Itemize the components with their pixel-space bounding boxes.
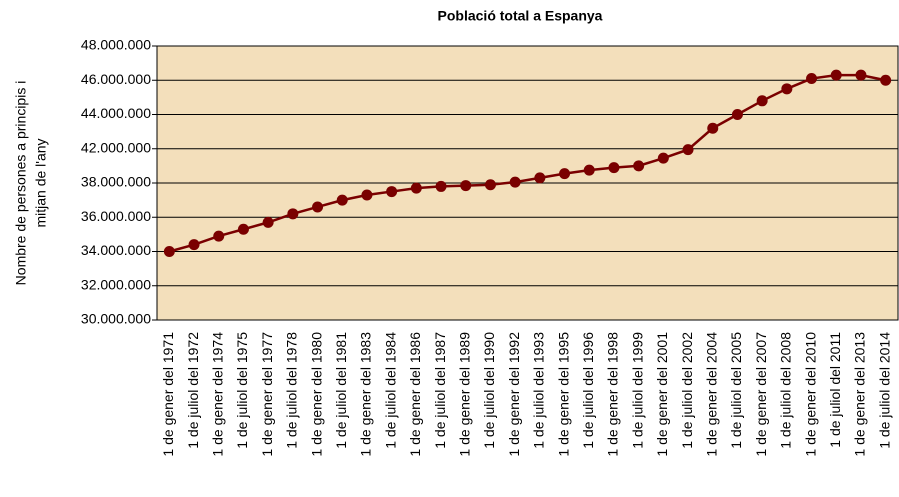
y-tick-label: 32.000.000 bbox=[81, 276, 151, 292]
marker bbox=[361, 189, 373, 201]
y-tick-label: 34.000.000 bbox=[81, 242, 151, 258]
x-tick-label: 1 de gener del 1989 bbox=[456, 332, 472, 457]
marker bbox=[657, 152, 669, 164]
marker bbox=[163, 246, 175, 257]
x-tick-label: 1 de juliol del 1993 bbox=[531, 332, 547, 449]
x-tick-label: 1 de gener del 1983 bbox=[358, 332, 374, 457]
marker bbox=[484, 179, 496, 191]
marker bbox=[608, 162, 620, 174]
marker bbox=[682, 144, 694, 156]
x-tick-label: 1 de gener del 1977 bbox=[259, 332, 275, 457]
x-tick-label: 1 de juliol del 1978 bbox=[284, 332, 300, 449]
x-tick-label: 1 de juliol del 2002 bbox=[679, 332, 695, 449]
y-axis-title: mitjan de l'any bbox=[33, 138, 49, 227]
marker bbox=[583, 164, 595, 176]
x-tick-label: 1 de gener del 1980 bbox=[308, 332, 324, 457]
marker bbox=[781, 83, 793, 95]
marker bbox=[213, 230, 225, 242]
x-tick-label: 1 de gener del 1995 bbox=[555, 332, 571, 457]
x-tick-label: 1 de juliol del 1981 bbox=[333, 332, 349, 449]
x-tick-label: 1 de gener del 1986 bbox=[407, 332, 423, 457]
marker bbox=[756, 95, 768, 107]
x-tick-label: 1 de juliol del 2005 bbox=[728, 332, 744, 449]
x-tick-label: 1 de juliol del 1996 bbox=[580, 332, 596, 449]
x-tick-label: 1 de juliol del 2008 bbox=[778, 332, 794, 449]
x-tick-label: 1 de gener del 1998 bbox=[605, 332, 621, 457]
x-tick-label: 1 de gener del 2013 bbox=[852, 332, 868, 457]
marker bbox=[707, 122, 719, 134]
x-tick-label: 1 de gener del 2001 bbox=[654, 332, 670, 457]
chart-title: Població total a Espanya bbox=[438, 8, 603, 24]
marker bbox=[287, 208, 299, 220]
y-tick-label: 46.000.000 bbox=[81, 71, 151, 87]
marker bbox=[731, 109, 743, 120]
x-tick-label: 1 de gener del 1974 bbox=[209, 332, 225, 457]
x-tick-label: 1 de juliol del 2014 bbox=[876, 332, 892, 449]
marker bbox=[336, 194, 348, 206]
marker bbox=[534, 172, 546, 184]
marker bbox=[806, 73, 818, 85]
marker bbox=[559, 168, 571, 180]
marker bbox=[633, 160, 645, 172]
marker bbox=[880, 74, 892, 86]
marker bbox=[386, 186, 398, 198]
x-tick-label: 1 de juliol del 1987 bbox=[432, 332, 448, 449]
y-tick-label: 48.000.000 bbox=[81, 37, 151, 53]
marker bbox=[435, 180, 447, 192]
x-tick-label: 1 de gener del 1992 bbox=[506, 332, 522, 457]
x-tick-label: 1 de juliol del 1972 bbox=[185, 332, 201, 449]
y-tick-label: 30.000.000 bbox=[81, 311, 151, 327]
marker bbox=[237, 223, 249, 235]
x-tick-label: 1 de gener del 2004 bbox=[703, 332, 719, 457]
x-tick-label: 1 de juliol del 1984 bbox=[382, 332, 398, 449]
x-tick-label: 1 de juliol del 1999 bbox=[629, 332, 645, 449]
marker bbox=[188, 239, 200, 251]
x-tick-label: 1 de juliol del 1975 bbox=[234, 332, 250, 449]
marker bbox=[262, 216, 274, 228]
marker bbox=[509, 176, 521, 188]
x-tick-label: 1 de gener del 1971 bbox=[160, 332, 176, 457]
marker bbox=[312, 201, 324, 213]
x-tick-label: 1 de juliol del 1990 bbox=[481, 332, 497, 449]
x-tick-label: 1 de gener del 2010 bbox=[802, 332, 818, 457]
y-tick-label: 42.000.000 bbox=[81, 139, 151, 155]
y-tick-label: 36.000.000 bbox=[81, 208, 151, 224]
y-axis-title: Nombre de persones a principis i bbox=[13, 81, 29, 286]
marker bbox=[830, 69, 842, 81]
x-tick-label: 1 de juliol del 2011 bbox=[827, 332, 843, 448]
marker bbox=[460, 180, 472, 192]
y-tick-label: 44.000.000 bbox=[81, 105, 151, 121]
marker bbox=[410, 182, 422, 194]
marker bbox=[855, 69, 867, 81]
x-tick-label: 1 de gener del 2007 bbox=[753, 332, 769, 457]
y-tick-label: 38.000.000 bbox=[81, 174, 151, 190]
